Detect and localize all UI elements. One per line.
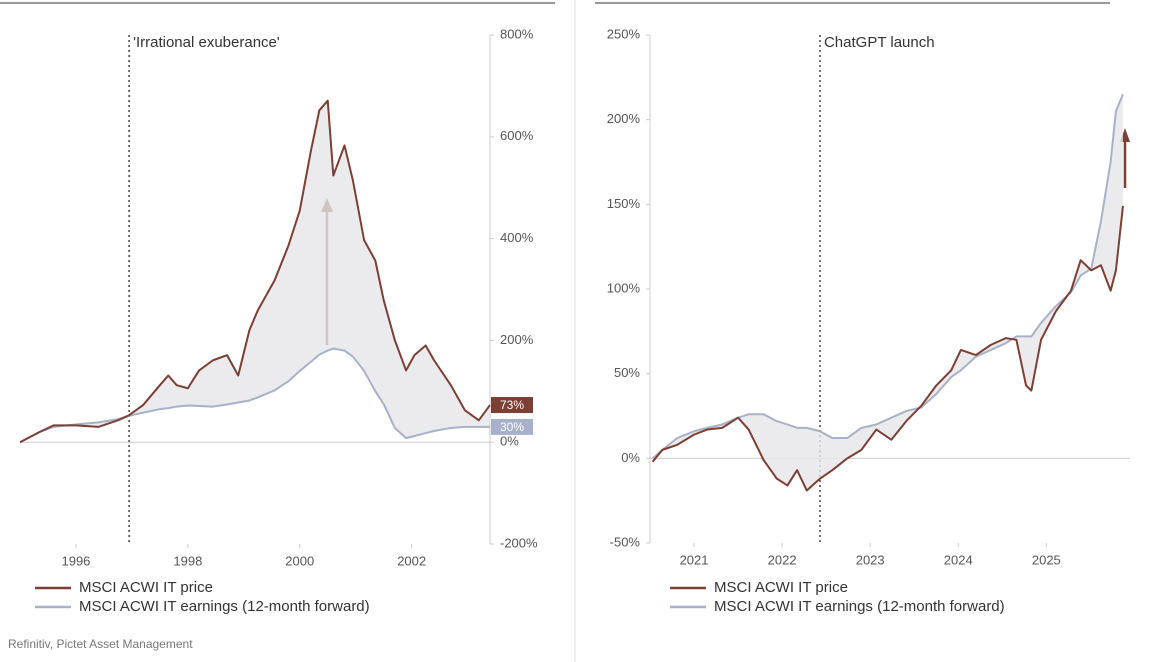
y-tick-label: 400% [500,230,534,245]
gap-area [20,100,490,443]
y-tick-label: 200% [500,332,534,347]
x-tick-label: 2024 [944,552,973,567]
y-tick-label: 200% [607,111,641,126]
y-tick-label: 50% [614,365,640,380]
end-label: 73% [500,398,524,412]
annotation: ChatGPT launch [824,34,935,51]
y-tick-label: 800% [500,26,534,41]
x-tick-label: 1996 [61,553,90,568]
x-tick-label: 1998 [173,553,202,568]
source: Refinitiv, Pictet Asset Management [8,637,193,651]
end-label-box [491,397,533,414]
legend-label: MSCI ACWI IT earnings (12-month forward) [79,598,370,615]
x-tick-label: 2023 [856,552,885,567]
legend-label: MSCI ACWI IT price [79,579,213,596]
annotation: 'Irrational exuberance' [133,34,280,51]
x-tick-label: 2022 [768,552,797,567]
y-tick-label: 0% [500,434,519,449]
y-tick-label: -50% [610,534,641,549]
y-tick-label: 100% [607,280,641,295]
series-line [19,99,491,444]
x-tick-label: 2021 [680,552,709,567]
x-tick-label: 2025 [1032,552,1061,567]
series-line [19,347,490,444]
x-tick-label: 2002 [397,553,426,568]
legend-label: MSCI ACWI IT earnings (12-month forward) [714,598,1005,615]
series-line [651,205,1124,492]
legend-label: MSCI ACWI IT price [714,579,848,596]
x-tick-label: 2000 [285,553,314,568]
y-tick-label: -200% [500,535,538,550]
end-label: 30% [500,420,524,434]
y-tick-label: 600% [500,128,534,143]
y-tick-label: 250% [607,26,641,41]
y-tick-label: 150% [607,196,641,211]
y-tick-label: 0% [621,450,640,465]
end-label-box [491,418,533,435]
